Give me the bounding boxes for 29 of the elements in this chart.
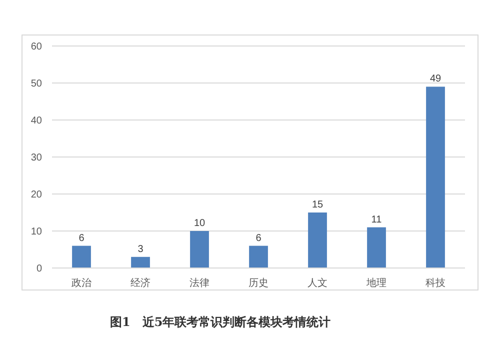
x-tick-label: 经济 <box>130 277 150 289</box>
x-tick-label: 科技 <box>426 277 446 289</box>
data-label: 6 <box>78 232 85 244</box>
y-tick-label: 50 <box>30 78 42 90</box>
bar <box>131 256 150 268</box>
y-tick-label: 20 <box>30 190 42 200</box>
bar <box>72 246 91 268</box>
data-label: 3 <box>138 244 144 255</box>
x-tick-label: 历史 <box>248 277 268 289</box>
x-tick-label: 人文 <box>308 277 328 289</box>
x-tick-label: 法律 <box>190 277 210 289</box>
data-label: 10 <box>194 218 206 229</box>
bar <box>190 231 209 268</box>
caption: 图1 近5年联考常识判断各模块考情统计 <box>110 315 331 329</box>
data-label: 6 <box>256 232 262 244</box>
y-tick-label: 40 <box>30 116 42 126</box>
x-tick-label: 地理 <box>366 277 386 289</box>
y-tick-label: 60 <box>30 42 42 52</box>
data-label: 11 <box>371 214 382 226</box>
x-tick-label: 政治 <box>72 277 92 289</box>
data-label: 49 <box>430 74 442 85</box>
bar <box>367 227 386 268</box>
y-tick-label: 30 <box>30 152 42 164</box>
bar <box>308 212 327 268</box>
data-label: 15 <box>312 200 324 210</box>
y-tick-label: 0 <box>36 264 42 274</box>
bar <box>426 86 445 268</box>
y-tick-label: 10 <box>30 226 42 238</box>
bar <box>249 246 268 268</box>
